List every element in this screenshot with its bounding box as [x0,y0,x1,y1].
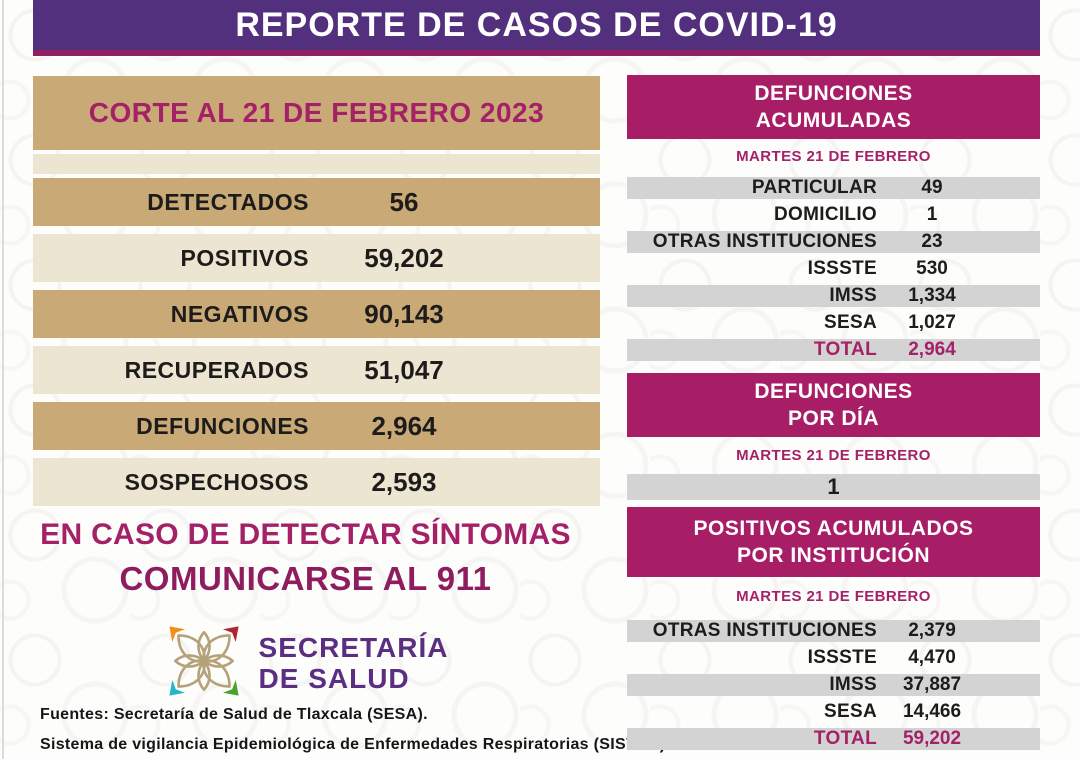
stat-value: 90,143 [364,298,444,329]
stat-row-sospechosos: SOSPECHOSOS 2,593 [33,458,600,506]
section-date: MARTES 21 DE FEBRERO [736,588,931,605]
stat-value: 2,964 [371,410,437,441]
flower-rosette-icon [163,620,245,707]
deaths-row-imss: IMSS 1,334 [627,285,1040,307]
row-value: 2,964 [908,339,956,360]
stat-label: DETECTADOS [147,188,309,215]
stat-value: 51,047 [364,354,444,385]
stat-value: 59,202 [364,242,444,273]
row-label: SESA [824,312,877,333]
row-label: IMSS [829,674,877,695]
logo-line1: SECRETARÍA [258,631,449,663]
row-value: 37,887 [902,674,962,695]
section-title-line1: DEFUNCIONES [754,379,913,403]
logo-wordmark: SECRETARÍA DE SALUD [259,632,449,695]
deaths-row-sesa: SESA 1,027 [627,312,1040,334]
sources-line-2: Sistema de vigilancia Epidemiológica de … [40,736,671,753]
deaths-per-day-value: 1 [627,474,1040,500]
call-911-notice: COMUNICARSE AL 911 [119,560,492,597]
stat-row-positivos: POSITIVOS 59,202 [33,234,600,282]
sources-line-1: Fuentes: Secretaría de Salud de Tlaxcala… [40,706,428,723]
row-label: PARTICULAR [751,177,877,198]
section-header-defunciones-por-dia: DEFUNCIONES POR DÍA [627,373,1040,437]
stat-row-negativos: NEGATIVOS 90,143 [33,290,600,338]
row-value: 530 [916,258,948,279]
section-date: MARTES 21 DE FEBRERO [736,148,931,165]
symptoms-notice: EN CASO DE DETECTAR SÍNTOMAS [40,518,571,551]
row-value: 4,470 [908,647,956,668]
row-label: SESA [824,701,877,722]
section-date: MARTES 21 DE FEBRERO [736,447,931,464]
row-value: 1,027 [908,312,956,333]
positives-row-issste: ISSSTE 4,470 [627,647,1040,669]
stat-row-detectados: DETECTADOS 56 [33,178,600,226]
stat-value: 2,593 [371,466,437,497]
secretaria-salud-logo: SECRETARÍA DE SALUD [33,618,578,708]
section-title-line1: POSITIVOS ACUMULADOS [693,516,974,540]
positives-row-sesa: SESA 14,466 [627,701,1040,723]
row-label: DOMICILIO [774,204,877,225]
deaths-row-domicilio: DOMICILIO 1 [627,204,1040,226]
row-label: TOTAL [813,728,877,749]
row-value: 1,334 [908,285,956,306]
positives-row-otras-instituciones: OTRAS INSTITUCIONES 2,379 [627,620,1040,642]
section-title-line2: POR INSTITUCIÓN [736,544,930,567]
positives-row-imss: IMSS 37,887 [627,674,1040,696]
row-label: IMSS [829,285,877,306]
row-value: 23 [921,231,943,252]
deaths-row-particular: PARTICULAR 49 [627,177,1040,199]
table-spacer [33,154,600,174]
deaths-row-total: TOTAL 2,964 [627,339,1040,361]
stat-label: DEFUNCIONES [136,412,309,439]
row-value: 14,466 [902,701,962,722]
stat-label: RECUPERADOS [124,356,309,383]
row-value: 1 [926,204,938,225]
row-label: OTRAS INSTITUCIONES [652,231,877,252]
row-value: 49 [921,177,943,198]
row-label: TOTAL [813,339,877,360]
cutoff-date-text: CORTE AL 21 DE FEBRERO 2023 [88,97,545,128]
report-title-bar: REPORTE DE CASOS DE COVID-19 [33,0,1040,56]
section-title-line2: POR DÍA [787,407,879,430]
row-value: 59,202 [902,728,962,749]
section-title-line2: ACUMULADAS [755,109,912,132]
stat-label: NEGATIVOS [170,300,309,327]
stat-row-recuperados: RECUPERADOS 51,047 [33,346,600,394]
cutoff-date-banner: CORTE AL 21 DE FEBRERO 2023 [33,76,600,150]
row-label: OTRAS INSTITUCIONES [652,620,877,641]
section-title-line1: DEFUNCIONES [754,81,913,105]
stat-label: SOSPECHOSOS [124,468,309,495]
row-value: 2,379 [908,620,956,641]
report-title: REPORTE DE CASOS DE COVID-19 [235,5,838,44]
positives-row-total: TOTAL 59,202 [627,728,1040,750]
stat-value: 56 [389,186,419,217]
deaths-row-otras-instituciones: OTRAS INSTITUCIONES 23 [627,231,1040,253]
stat-row-defunciones: DEFUNCIONES 2,964 [33,402,600,450]
logo-line2: DE SALUD [258,663,410,694]
row-label: ISSSTE [807,647,877,668]
deaths-row-issste: ISSSTE 530 [627,258,1040,280]
section-header-defunciones-acumuladas: DEFUNCIONES ACUMULADAS [627,75,1040,139]
section-header-positivos-acumulados: POSITIVOS ACUMULADOS POR INSTITUCIÓN [627,507,1040,577]
row-label: ISSSTE [807,258,877,279]
left-border-line [2,0,4,759]
stat-label: POSITIVOS [180,244,309,271]
